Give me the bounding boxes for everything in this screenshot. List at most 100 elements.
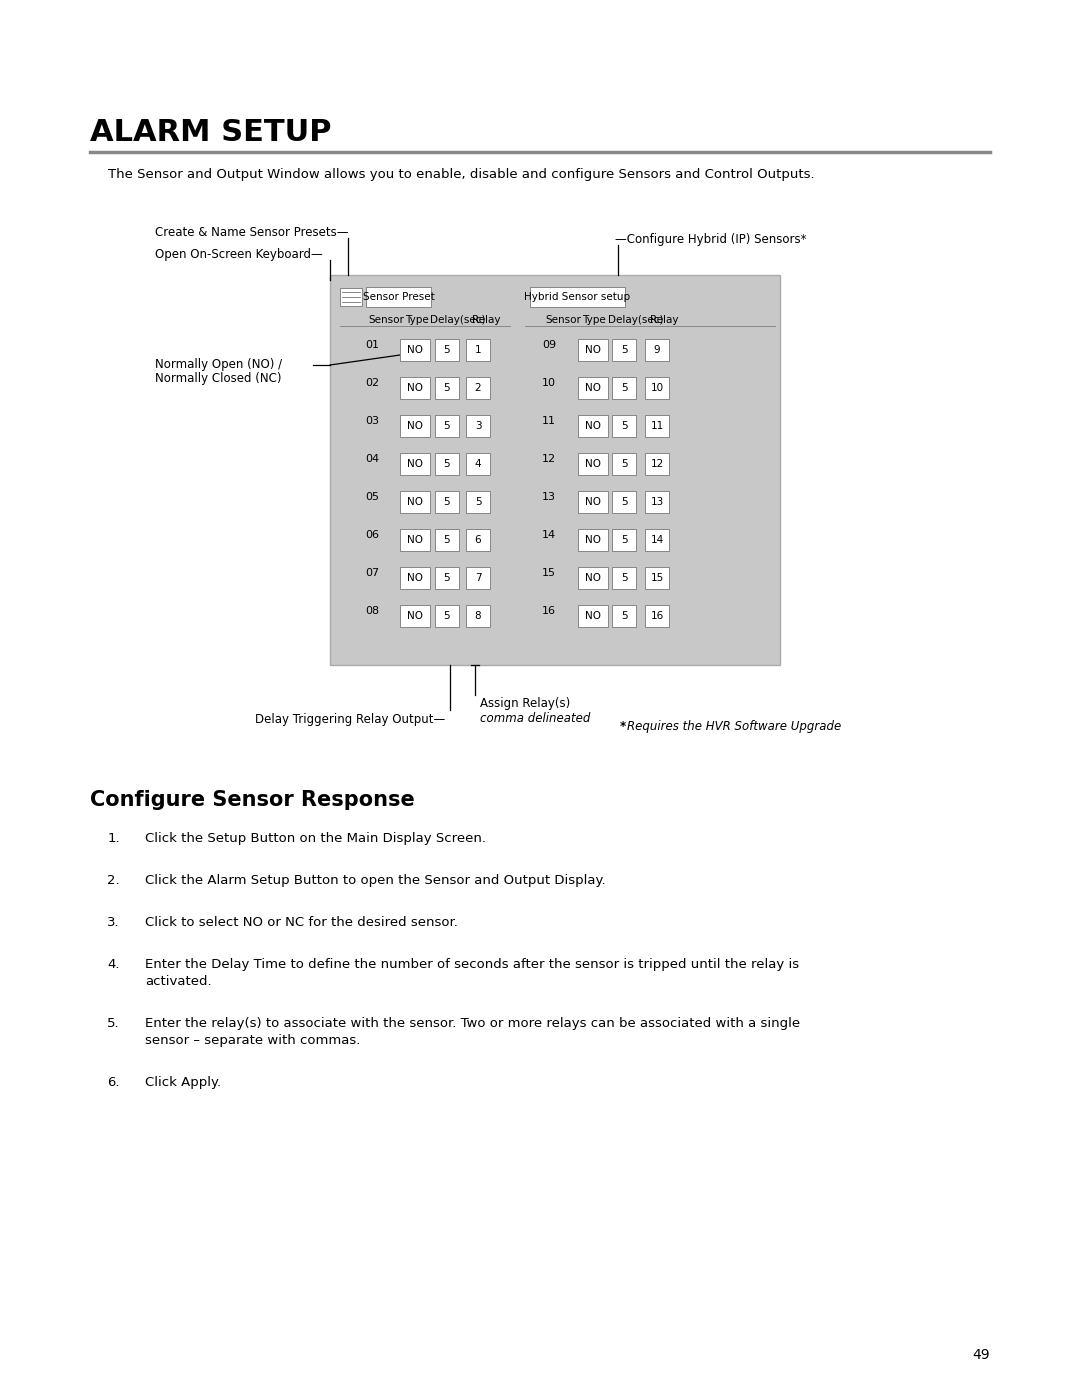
FancyBboxPatch shape [435,453,459,475]
Text: 02: 02 [365,379,379,388]
FancyBboxPatch shape [645,529,669,550]
FancyBboxPatch shape [465,490,490,513]
FancyBboxPatch shape [645,605,669,627]
FancyBboxPatch shape [465,453,490,475]
Text: NO: NO [585,460,600,469]
FancyBboxPatch shape [435,415,459,437]
Text: 15: 15 [650,573,663,583]
Text: 4.: 4. [108,958,120,971]
Text: 3: 3 [475,420,482,432]
Text: 2: 2 [475,383,482,393]
FancyBboxPatch shape [645,567,669,590]
Text: 08: 08 [365,606,379,616]
Text: NO: NO [585,345,600,355]
Text: Relay: Relay [472,314,500,326]
FancyBboxPatch shape [400,490,430,513]
FancyBboxPatch shape [400,605,430,627]
FancyBboxPatch shape [465,529,490,550]
Text: 11: 11 [542,416,556,426]
Text: NO: NO [407,383,423,393]
FancyBboxPatch shape [612,377,636,400]
Text: *: * [620,719,626,733]
Text: 5: 5 [444,420,450,432]
FancyBboxPatch shape [578,415,608,437]
Text: 1.: 1. [107,833,120,845]
Text: 5: 5 [444,535,450,545]
Text: 11: 11 [650,420,663,432]
FancyBboxPatch shape [400,339,430,360]
Text: Enter the Delay Time to define the number of seconds after the sensor is tripped: Enter the Delay Time to define the numbe… [145,958,799,971]
Text: 5: 5 [475,497,482,507]
Text: Click to select NO or NC for the desired sensor.: Click to select NO or NC for the desired… [145,916,458,929]
Text: Create & Name Sensor Presets—: Create & Name Sensor Presets— [156,226,349,239]
Text: The Sensor and Output Window allows you to enable, disable and configure Sensors: The Sensor and Output Window allows you … [108,168,814,182]
Text: 49: 49 [972,1348,990,1362]
Text: 04: 04 [365,454,379,464]
Text: NO: NO [585,610,600,622]
Text: 01: 01 [365,339,379,351]
Text: 9: 9 [653,345,660,355]
Text: activated.: activated. [145,975,212,988]
Text: Hybrid Sensor setup: Hybrid Sensor setup [525,292,631,302]
FancyBboxPatch shape [612,415,636,437]
Text: 05: 05 [365,492,379,502]
FancyBboxPatch shape [578,567,608,590]
FancyBboxPatch shape [435,490,459,513]
FancyBboxPatch shape [578,529,608,550]
Text: 4: 4 [475,460,482,469]
FancyBboxPatch shape [645,377,669,400]
Text: 5: 5 [444,383,450,393]
Text: Type: Type [582,314,606,326]
Text: Assign Relay(s): Assign Relay(s) [480,697,570,710]
Text: 15: 15 [542,569,556,578]
Text: 5: 5 [621,573,627,583]
FancyBboxPatch shape [400,377,430,400]
Text: 6: 6 [475,535,482,545]
Text: 5: 5 [444,610,450,622]
Text: 03: 03 [365,416,379,426]
FancyBboxPatch shape [612,529,636,550]
Text: 5: 5 [621,535,627,545]
FancyBboxPatch shape [612,339,636,360]
FancyBboxPatch shape [612,605,636,627]
Text: NO: NO [585,383,600,393]
Text: Normally Open (NO) /: Normally Open (NO) / [156,358,282,372]
Text: 12: 12 [650,460,663,469]
Text: 5: 5 [444,345,450,355]
FancyBboxPatch shape [578,490,608,513]
Text: Requires the HVR Software Upgrade: Requires the HVR Software Upgrade [627,719,841,733]
Text: 6.: 6. [108,1076,120,1090]
FancyBboxPatch shape [340,288,362,306]
Text: Sensor: Sensor [368,314,404,326]
Text: Open On-Screen Keyboard—: Open On-Screen Keyboard— [156,249,323,261]
Text: NO: NO [407,573,423,583]
Text: 13: 13 [542,492,556,502]
Text: Click Apply.: Click Apply. [145,1076,221,1090]
FancyBboxPatch shape [435,567,459,590]
Text: 7: 7 [475,573,482,583]
FancyBboxPatch shape [435,605,459,627]
Text: Click the Alarm Setup Button to open the Sensor and Output Display.: Click the Alarm Setup Button to open the… [145,875,606,887]
Text: Enter the relay(s) to associate with the sensor. Two or more relays can be assoc: Enter the relay(s) to associate with the… [145,1017,800,1030]
FancyBboxPatch shape [465,339,490,360]
FancyBboxPatch shape [435,529,459,550]
Text: 1: 1 [475,345,482,355]
Text: Delay Triggering Relay Output—: Delay Triggering Relay Output— [255,712,445,726]
Text: NO: NO [407,460,423,469]
Text: sensor – separate with commas.: sensor – separate with commas. [145,1034,361,1046]
FancyBboxPatch shape [645,453,669,475]
Text: 8: 8 [475,610,482,622]
Text: 3.: 3. [107,916,120,929]
FancyBboxPatch shape [465,567,490,590]
FancyBboxPatch shape [465,377,490,400]
Text: —Configure Hybrid (IP) Sensors*: —Configure Hybrid (IP) Sensors* [615,233,807,246]
FancyBboxPatch shape [435,377,459,400]
Text: Click the Setup Button on the Main Display Screen.: Click the Setup Button on the Main Displ… [145,833,486,845]
Text: NO: NO [407,345,423,355]
FancyBboxPatch shape [366,286,431,307]
FancyBboxPatch shape [400,415,430,437]
Text: 16: 16 [542,606,556,616]
FancyBboxPatch shape [578,339,608,360]
Text: Normally Closed (NC): Normally Closed (NC) [156,372,282,386]
Text: Sensor: Sensor [545,314,581,326]
